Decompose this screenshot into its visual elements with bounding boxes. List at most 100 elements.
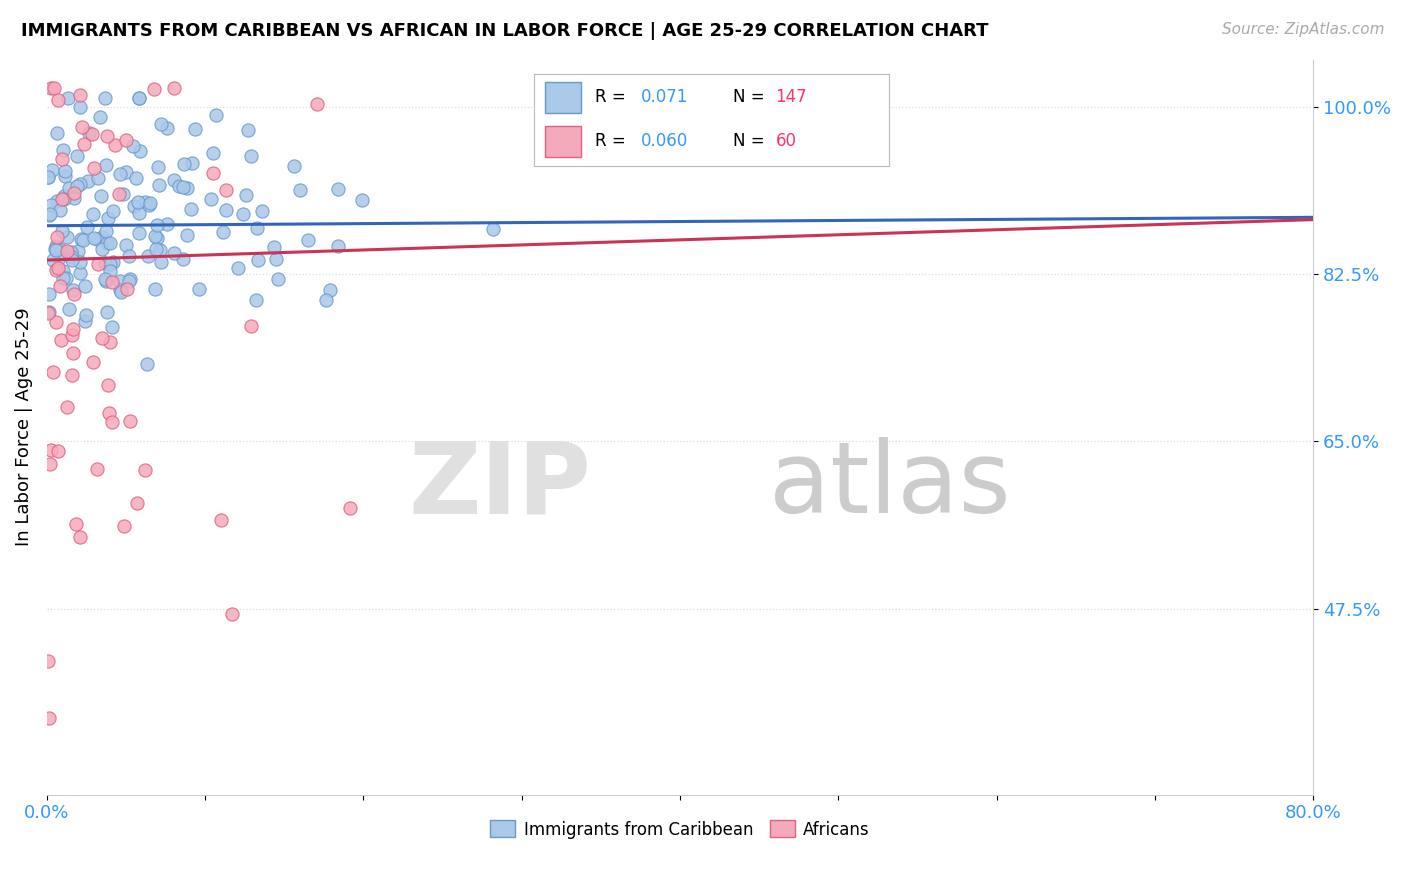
Point bbox=[146, 160, 169, 174]
Point bbox=[283, 159, 305, 173]
Point bbox=[339, 501, 361, 516]
Point bbox=[60, 327, 83, 342]
Point bbox=[69, 266, 91, 280]
Point bbox=[138, 197, 160, 211]
Point bbox=[188, 281, 211, 295]
Point bbox=[128, 226, 150, 240]
Point bbox=[481, 222, 503, 236]
Point bbox=[94, 91, 117, 105]
Point bbox=[69, 88, 91, 103]
Point bbox=[76, 219, 98, 234]
Point bbox=[96, 305, 118, 319]
Point bbox=[63, 287, 86, 301]
Point bbox=[200, 193, 222, 207]
Point bbox=[236, 123, 259, 137]
Point bbox=[90, 242, 112, 256]
Point bbox=[143, 282, 166, 296]
Point bbox=[246, 221, 269, 235]
Point bbox=[127, 194, 149, 209]
Point bbox=[38, 207, 60, 221]
Point bbox=[52, 192, 75, 206]
Point bbox=[55, 400, 77, 414]
Point bbox=[202, 146, 225, 161]
Point bbox=[115, 133, 138, 147]
Point bbox=[96, 236, 118, 251]
Point bbox=[89, 110, 111, 124]
Point bbox=[124, 199, 146, 213]
Point bbox=[82, 207, 104, 221]
Point bbox=[62, 191, 84, 205]
Point bbox=[51, 192, 73, 206]
Point bbox=[96, 224, 118, 238]
Point bbox=[86, 232, 108, 246]
Point bbox=[209, 513, 232, 527]
Point bbox=[53, 163, 76, 178]
Point bbox=[156, 217, 179, 231]
Point bbox=[69, 100, 91, 114]
Point bbox=[86, 462, 108, 476]
Point bbox=[307, 97, 329, 112]
Point bbox=[250, 204, 273, 219]
Point bbox=[38, 305, 60, 319]
Point bbox=[44, 81, 66, 95]
Point bbox=[52, 270, 75, 285]
Point bbox=[235, 188, 257, 202]
Point bbox=[39, 443, 62, 458]
Point bbox=[108, 274, 131, 288]
Point bbox=[176, 227, 198, 242]
Point bbox=[52, 188, 75, 202]
Point bbox=[96, 158, 118, 172]
Point bbox=[162, 81, 184, 95]
Point bbox=[326, 182, 349, 196]
Point bbox=[83, 161, 105, 175]
Point bbox=[65, 517, 87, 532]
Point bbox=[172, 252, 194, 266]
Point bbox=[319, 283, 342, 297]
Point bbox=[134, 463, 156, 477]
Point bbox=[44, 242, 66, 256]
Point bbox=[49, 202, 72, 217]
Point bbox=[42, 365, 65, 379]
Point bbox=[110, 285, 132, 299]
Point bbox=[58, 91, 80, 105]
Point bbox=[149, 244, 172, 258]
Point bbox=[101, 320, 124, 334]
Point bbox=[173, 157, 195, 171]
Point bbox=[41, 81, 63, 95]
Point bbox=[45, 126, 67, 140]
Point bbox=[77, 174, 100, 188]
Point bbox=[46, 229, 69, 244]
Point bbox=[69, 530, 91, 544]
Point bbox=[139, 195, 162, 210]
Point bbox=[135, 358, 157, 372]
Point bbox=[77, 126, 100, 140]
Point bbox=[48, 252, 70, 266]
Point bbox=[66, 178, 89, 193]
Point bbox=[37, 170, 59, 185]
Text: Source: ZipAtlas.com: Source: ZipAtlas.com bbox=[1222, 22, 1385, 37]
Point bbox=[45, 263, 67, 277]
Point bbox=[87, 257, 110, 271]
Point bbox=[101, 255, 124, 269]
Point bbox=[163, 172, 186, 186]
Point bbox=[149, 254, 172, 268]
Point bbox=[326, 239, 349, 253]
Text: IMMIGRANTS FROM CARIBBEAN VS AFRICAN IN LABOR FORCE | AGE 25-29 CORRELATION CHAR: IMMIGRANTS FROM CARIBBEAN VS AFRICAN IN … bbox=[21, 22, 988, 40]
Point bbox=[128, 206, 150, 220]
Point bbox=[146, 218, 169, 232]
Point bbox=[98, 236, 121, 251]
Point bbox=[108, 167, 131, 181]
Point bbox=[129, 144, 152, 158]
Point bbox=[66, 244, 89, 258]
Point bbox=[82, 355, 104, 369]
Point bbox=[98, 257, 121, 271]
Point bbox=[315, 293, 337, 307]
Point bbox=[97, 378, 120, 392]
Point bbox=[38, 208, 60, 222]
Point bbox=[37, 306, 59, 320]
Point bbox=[215, 183, 238, 197]
Point bbox=[46, 444, 69, 458]
Point bbox=[103, 204, 125, 219]
Point bbox=[180, 202, 202, 216]
Point bbox=[52, 263, 75, 277]
